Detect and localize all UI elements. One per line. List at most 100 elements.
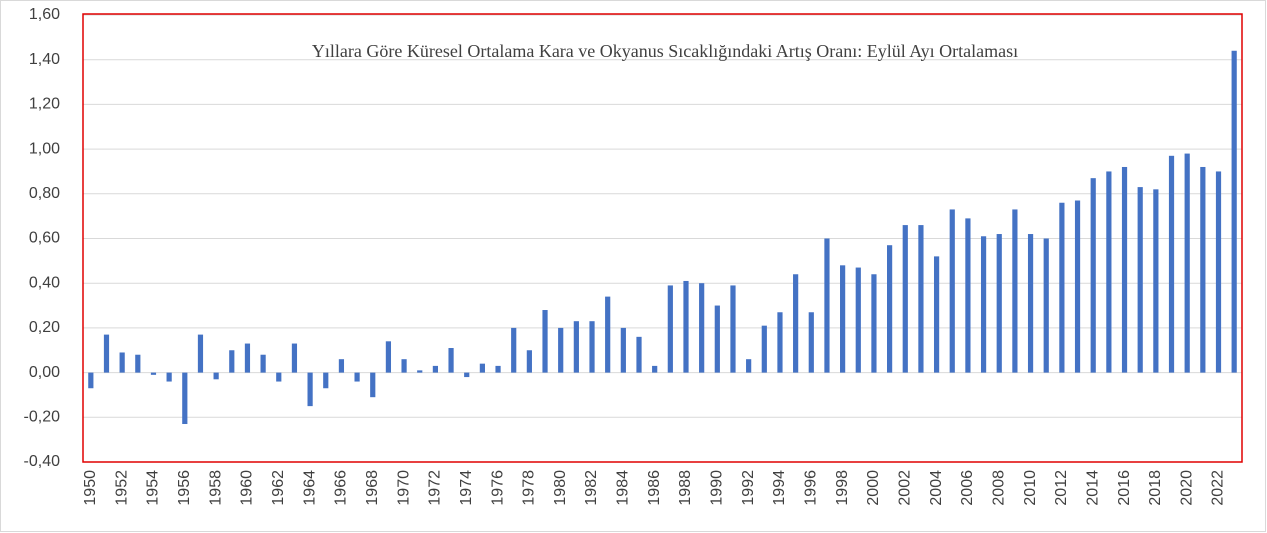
bar <box>197 334 204 373</box>
bar <box>370 372 376 398</box>
bar <box>307 372 313 407</box>
bar <box>887 245 893 373</box>
bar <box>1121 166 1128 373</box>
x-tick-label: 1958 <box>207 470 224 506</box>
bar <box>103 334 110 373</box>
bar <box>119 352 125 373</box>
x-tick-label: 1982 <box>583 470 600 506</box>
x-tick-label: 1998 <box>834 470 851 506</box>
bar <box>793 274 799 373</box>
x-tick-label: 1994 <box>771 470 788 506</box>
bar <box>150 372 157 375</box>
bar <box>652 365 658 373</box>
y-tick-label: 0,00 <box>29 364 60 381</box>
bar <box>1153 189 1159 373</box>
x-tick-label: 2014 <box>1084 470 1101 506</box>
y-tick-label: 0,60 <box>29 230 60 247</box>
bar <box>761 325 767 373</box>
bar <box>1059 202 1065 373</box>
y-tick-label: 0,40 <box>29 274 60 291</box>
bar <box>933 256 940 373</box>
x-tick-label: 2008 <box>990 470 1007 506</box>
bar <box>291 343 298 373</box>
bar <box>589 321 595 373</box>
bar <box>182 372 188 425</box>
bar <box>542 310 548 373</box>
x-tick-label: 2010 <box>1022 470 1039 506</box>
bar <box>1168 155 1175 373</box>
bar <box>573 321 579 373</box>
x-tick-label: 1950 <box>82 470 99 506</box>
bar <box>1137 187 1143 373</box>
bar <box>1074 200 1081 373</box>
y-tick-label: 1,20 <box>29 96 60 113</box>
x-tick-label: 1976 <box>489 470 506 506</box>
x-tick-label: 2002 <box>896 470 913 506</box>
bar <box>432 365 438 373</box>
chart-title: Yıllara Göre Küresel Ortalama Kara ve Ok… <box>312 41 1018 61</box>
bar <box>730 285 736 373</box>
x-tick-label: 1960 <box>239 470 256 506</box>
bar <box>855 267 861 373</box>
bar <box>777 312 783 373</box>
x-tick-label: 1996 <box>803 470 820 506</box>
x-tick-label: 1966 <box>333 470 350 506</box>
bar <box>1200 166 1206 373</box>
bar <box>871 274 877 373</box>
bar <box>229 350 235 373</box>
x-tick-label: 1984 <box>615 470 632 506</box>
bar <box>965 218 971 373</box>
bar <box>448 348 454 373</box>
bar <box>558 327 564 373</box>
bar <box>511 327 517 373</box>
bar <box>135 354 141 373</box>
bar <box>338 359 345 373</box>
bar <box>1043 238 1049 373</box>
bar <box>714 305 720 373</box>
bar <box>949 209 955 373</box>
bar <box>276 372 282 382</box>
x-tick-label: 2018 <box>1147 470 1164 506</box>
plot-border <box>82 13 1243 463</box>
bar <box>260 354 266 373</box>
y-tick-label: 1,60 <box>29 6 60 23</box>
y-tick-label: -0,20 <box>24 409 61 426</box>
bar <box>213 372 219 380</box>
bar <box>354 372 360 382</box>
x-tick-label: 1980 <box>552 470 569 506</box>
bar <box>1215 171 1222 373</box>
bar <box>605 296 611 373</box>
bar <box>526 350 532 373</box>
bar <box>902 225 908 373</box>
bar <box>495 365 501 373</box>
bar <box>824 238 830 373</box>
bar <box>1027 234 1034 373</box>
x-tick-label: 2022 <box>1210 470 1227 506</box>
x-tick-label: 1986 <box>646 470 663 506</box>
x-tick-label: 2006 <box>959 470 976 506</box>
x-tick-label: 1952 <box>113 470 130 506</box>
bar <box>464 372 470 378</box>
x-tick-label: 1974 <box>458 470 475 506</box>
bar <box>1184 153 1190 373</box>
bar <box>244 343 251 373</box>
x-tick-label: 2020 <box>1178 470 1195 506</box>
x-tick-label: 1988 <box>677 470 694 506</box>
x-tick-label: 2012 <box>1053 470 1070 506</box>
bar <box>636 336 642 373</box>
bar <box>620 327 626 373</box>
x-tick-label: 1964 <box>301 470 318 506</box>
bar <box>323 372 329 389</box>
x-tick-label: 1962 <box>270 470 287 506</box>
x-tick-label: 1992 <box>740 470 757 506</box>
bar <box>1231 50 1237 373</box>
y-tick-label: 0,20 <box>29 319 60 336</box>
bar <box>840 265 846 373</box>
y-tick-label: 0,80 <box>29 185 60 202</box>
bar <box>996 234 1002 373</box>
x-tick-label: 1954 <box>145 470 162 506</box>
bar <box>1106 171 1112 373</box>
bar <box>1012 209 1018 373</box>
bar <box>401 359 407 373</box>
